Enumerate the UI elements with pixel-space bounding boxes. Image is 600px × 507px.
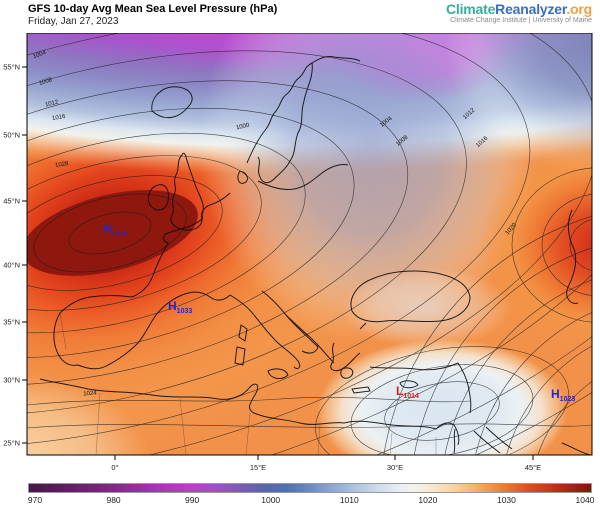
- svg-text:15°E: 15°E: [250, 463, 266, 472]
- svg-text:1028: 1028: [55, 161, 70, 169]
- isobar-contours: [27, 33, 592, 455]
- pressure-colorbar: [28, 483, 592, 493]
- map-axes: 55°N 50°N 45°N 40°N 35°N 30°N 25°N 0° 15°E 30°E 45…: [3, 63, 541, 472]
- colorbar-tick: 1030: [496, 495, 516, 505]
- svg-text:1004: 1004: [32, 50, 47, 60]
- colorbar-tick: 1010: [339, 495, 359, 505]
- logo-climate: Climate: [445, 1, 496, 17]
- page-title: GFS 10-day Avg Mean Sea Level Pressure (…: [28, 3, 278, 15]
- climatereanalyzer-logo[interactable]: ClimateReanalyzer.org Climate Change Ins…: [445, 1, 592, 25]
- colorbar-tick: 990: [185, 495, 200, 505]
- svg-text:30°E: 30°E: [387, 463, 403, 472]
- logo-org: .org: [566, 1, 592, 17]
- coastlines: [39, 56, 591, 455]
- svg-text:25°N: 25°N: [3, 439, 20, 448]
- colorbar-tick: 970: [27, 495, 43, 505]
- svg-text:30°N: 30°N: [3, 376, 20, 385]
- colorbar-tick-labels: 970 980 990 1000 1010 1020 1030 1040: [27, 495, 595, 507]
- logo-reanalyzer: Reanalyzer: [495, 1, 567, 17]
- logo-tagline: Climate Change Institute | University of…: [450, 17, 592, 25]
- svg-text:1012: 1012: [45, 99, 60, 108]
- svg-text:1000: 1000: [236, 123, 251, 132]
- map-frame: [26, 33, 593, 456]
- svg-text:45°N: 45°N: [3, 197, 20, 206]
- logo-wordmark: ClimateReanalyzer.org: [445, 1, 592, 17]
- colorbar-tick: 1000: [261, 495, 281, 505]
- forecast-date: Friday, Jan 27, 2023: [28, 16, 119, 27]
- country-borders: [59, 312, 437, 455]
- svg-text:45°E: 45°E: [525, 463, 541, 472]
- pressure-field: 1004100810121016102810001024100410081012…: [27, 33, 592, 455]
- svg-text:35°N: 35°N: [3, 318, 20, 327]
- colorbar-tick: 1040: [575, 495, 595, 505]
- svg-text:40°N: 40°N: [3, 261, 20, 270]
- svg-text:55°N: 55°N: [3, 63, 20, 72]
- svg-text:0°: 0°: [111, 463, 118, 472]
- svg-text:1008: 1008: [38, 77, 53, 87]
- svg-text:1024: 1024: [83, 390, 97, 397]
- svg-text:1016: 1016: [52, 114, 67, 122]
- svg-text:50°N: 50°N: [3, 131, 20, 140]
- colorbar-tick: 980: [106, 495, 121, 505]
- pressure-map: 1004100810121016102810001024100410081012…: [3, 33, 593, 472]
- colorbar-tick: 1020: [418, 495, 438, 505]
